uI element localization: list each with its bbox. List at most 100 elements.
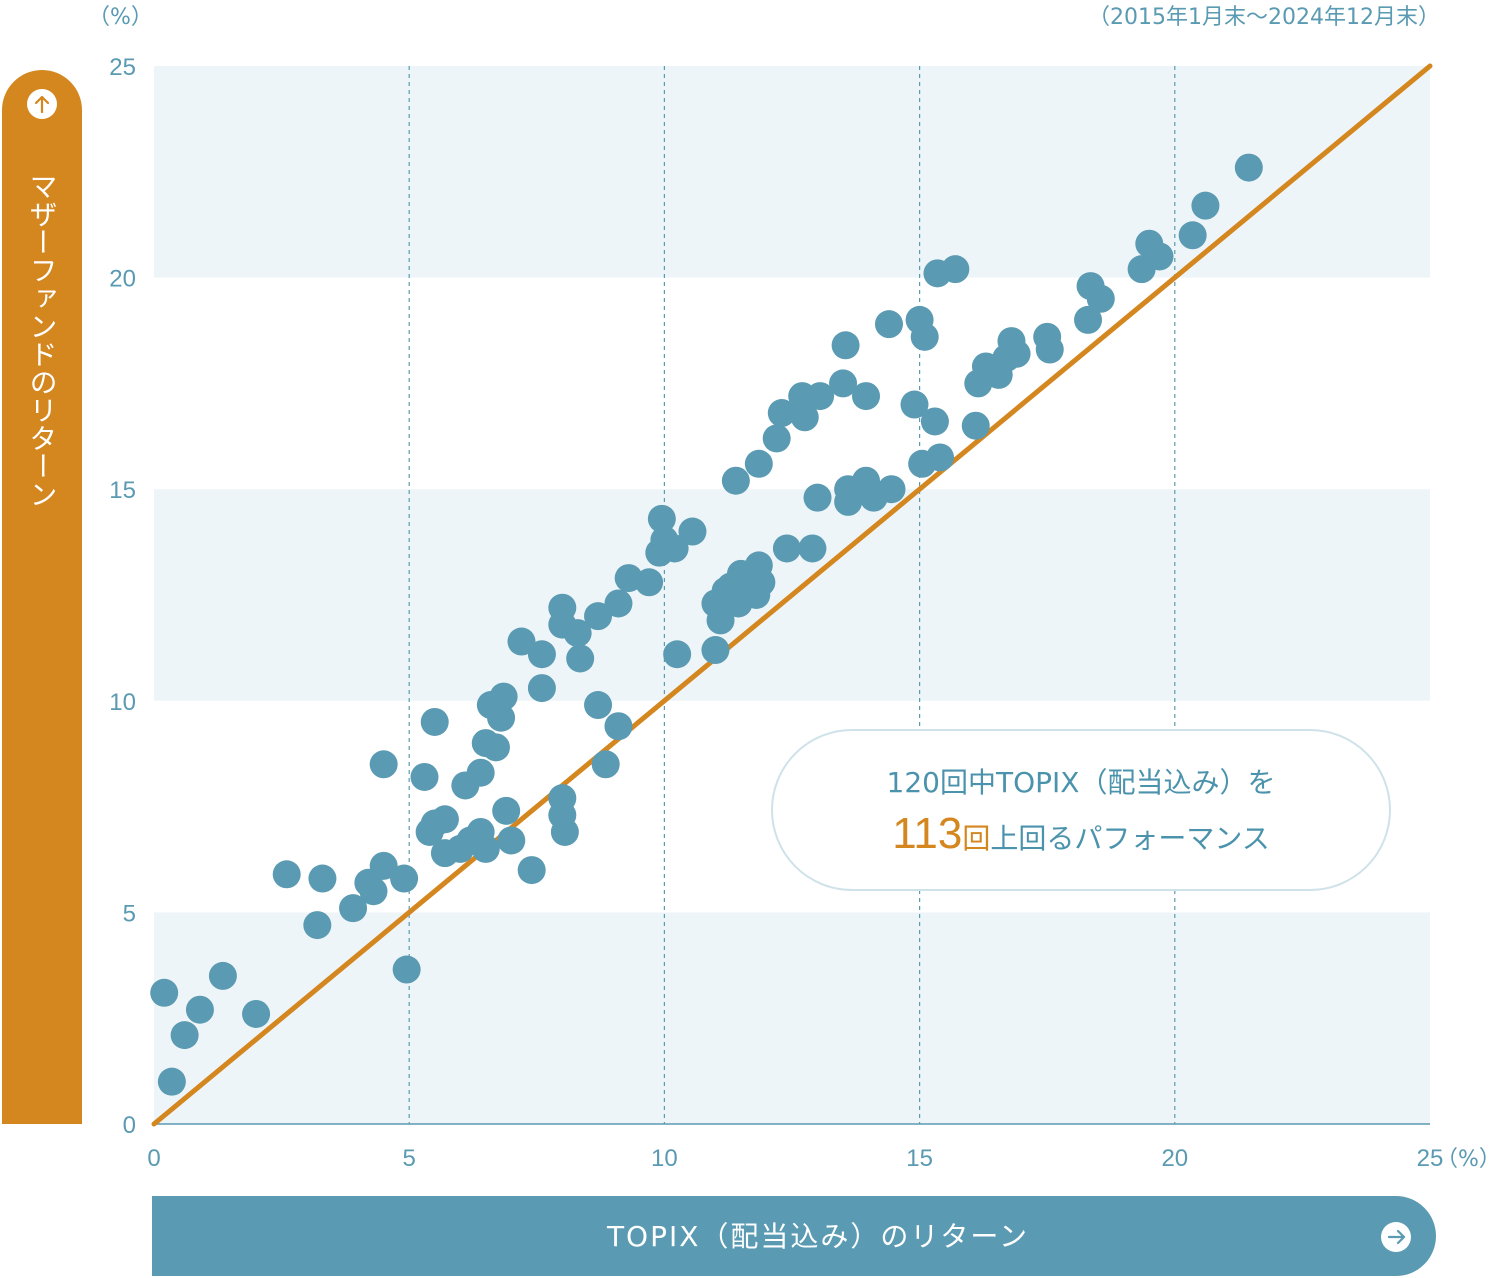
data-point xyxy=(430,805,459,834)
callout-line2-rest: 上回るパフォーマンス xyxy=(990,822,1269,855)
callout-count-unit: 回 xyxy=(962,822,990,855)
x-tick-label: 5 xyxy=(403,1145,416,1172)
y-tick-label: 5 xyxy=(123,900,136,927)
data-point xyxy=(1086,284,1115,313)
x-tick-label: 25 xyxy=(1417,1145,1444,1172)
data-point xyxy=(1002,339,1031,368)
arrow-up-glyph xyxy=(34,95,50,114)
data-point xyxy=(339,894,368,923)
data-point xyxy=(481,733,510,762)
callout-line2: 113回上回るパフォーマンス xyxy=(892,809,1270,858)
data-point xyxy=(604,712,633,741)
data-point xyxy=(1178,221,1207,250)
y-axis-title: マザーファンドのリターン xyxy=(26,172,59,508)
data-point xyxy=(170,1021,199,1050)
data-point xyxy=(877,475,906,504)
y-tick-label: 20 xyxy=(109,266,136,293)
y-axis-ticks: 0 5 10 15 20 25 xyxy=(109,54,136,1139)
data-point xyxy=(874,310,903,339)
data-point xyxy=(308,864,337,893)
data-point xyxy=(678,517,707,546)
data-point xyxy=(563,619,592,648)
data-point xyxy=(242,999,271,1028)
arrow-right-glyph xyxy=(1387,1229,1406,1245)
data-point xyxy=(798,534,827,563)
data-point xyxy=(900,390,929,419)
x-axis-ticks: 0 5 10 15 20 25 xyxy=(147,1145,1443,1172)
x-tick-label: 10 xyxy=(651,1145,678,1172)
data-point xyxy=(1074,305,1103,334)
x-axis-unit: （%） xyxy=(1436,1147,1496,1172)
data-point xyxy=(767,399,796,428)
data-point xyxy=(420,707,449,736)
data-point xyxy=(527,640,556,669)
data-points xyxy=(150,153,1263,1096)
data-point xyxy=(941,255,970,284)
data-point xyxy=(647,504,676,533)
data-point xyxy=(390,864,419,893)
data-point xyxy=(548,593,577,622)
data-point xyxy=(1191,191,1220,220)
data-point xyxy=(517,856,546,885)
data-point xyxy=(747,568,776,597)
data-point xyxy=(497,826,526,855)
data-point xyxy=(489,682,518,711)
callout-line1: 120回中TOPIX（配当込み）を xyxy=(887,766,1276,799)
y-tick-label: 0 xyxy=(123,1112,136,1139)
y-axis-title-bar: マザーファンドのリターン xyxy=(2,70,82,1124)
x-tick-label: 0 xyxy=(147,1145,160,1172)
data-point xyxy=(566,644,595,673)
data-point xyxy=(701,636,730,665)
data-point xyxy=(706,606,735,635)
data-point xyxy=(920,407,949,436)
data-point xyxy=(852,382,881,411)
data-point xyxy=(762,424,791,453)
x-axis-title: TOPIX（配当込み）のリターン xyxy=(606,1220,1029,1253)
data-point xyxy=(772,534,801,563)
data-point xyxy=(1035,335,1064,364)
data-point xyxy=(492,796,521,825)
data-point xyxy=(303,911,332,940)
data-point xyxy=(208,961,237,990)
data-point xyxy=(550,817,579,846)
data-point xyxy=(806,382,835,411)
callout-count: 113 xyxy=(892,809,962,858)
x-axis-title-bar: TOPIX（配当込み）のリターン xyxy=(152,1196,1436,1276)
y-tick-label: 25 xyxy=(109,54,136,81)
data-point xyxy=(635,568,664,597)
data-point xyxy=(831,331,860,360)
data-point xyxy=(803,483,832,512)
data-point xyxy=(663,640,692,669)
data-point xyxy=(507,627,536,656)
data-point xyxy=(910,322,939,351)
background-band xyxy=(154,912,1430,1124)
data-point xyxy=(369,750,398,779)
y-tick-label: 10 xyxy=(109,689,136,716)
data-point xyxy=(1145,242,1174,271)
data-point xyxy=(591,750,620,779)
data-point xyxy=(926,443,955,472)
data-point xyxy=(157,1067,186,1096)
y-axis-unit: （%） xyxy=(88,5,153,30)
period-label: （2015年1月末〜2024年12月末） xyxy=(1088,5,1440,30)
data-point xyxy=(721,466,750,495)
y-tick-label: 15 xyxy=(109,477,136,504)
data-point xyxy=(272,860,301,889)
data-point xyxy=(410,762,439,791)
data-point xyxy=(487,703,516,732)
data-point xyxy=(790,403,819,432)
data-point xyxy=(829,369,858,398)
data-point xyxy=(369,851,398,880)
data-point xyxy=(961,411,990,440)
data-point xyxy=(744,449,773,478)
data-point xyxy=(392,955,421,984)
data-point xyxy=(584,691,613,720)
data-point xyxy=(1234,153,1263,182)
data-point xyxy=(527,674,556,703)
data-point xyxy=(359,877,388,906)
data-point xyxy=(471,834,500,863)
data-point xyxy=(584,602,613,631)
vertical-gridlines xyxy=(408,66,1176,1124)
x-tick-label: 20 xyxy=(1161,1145,1188,1172)
